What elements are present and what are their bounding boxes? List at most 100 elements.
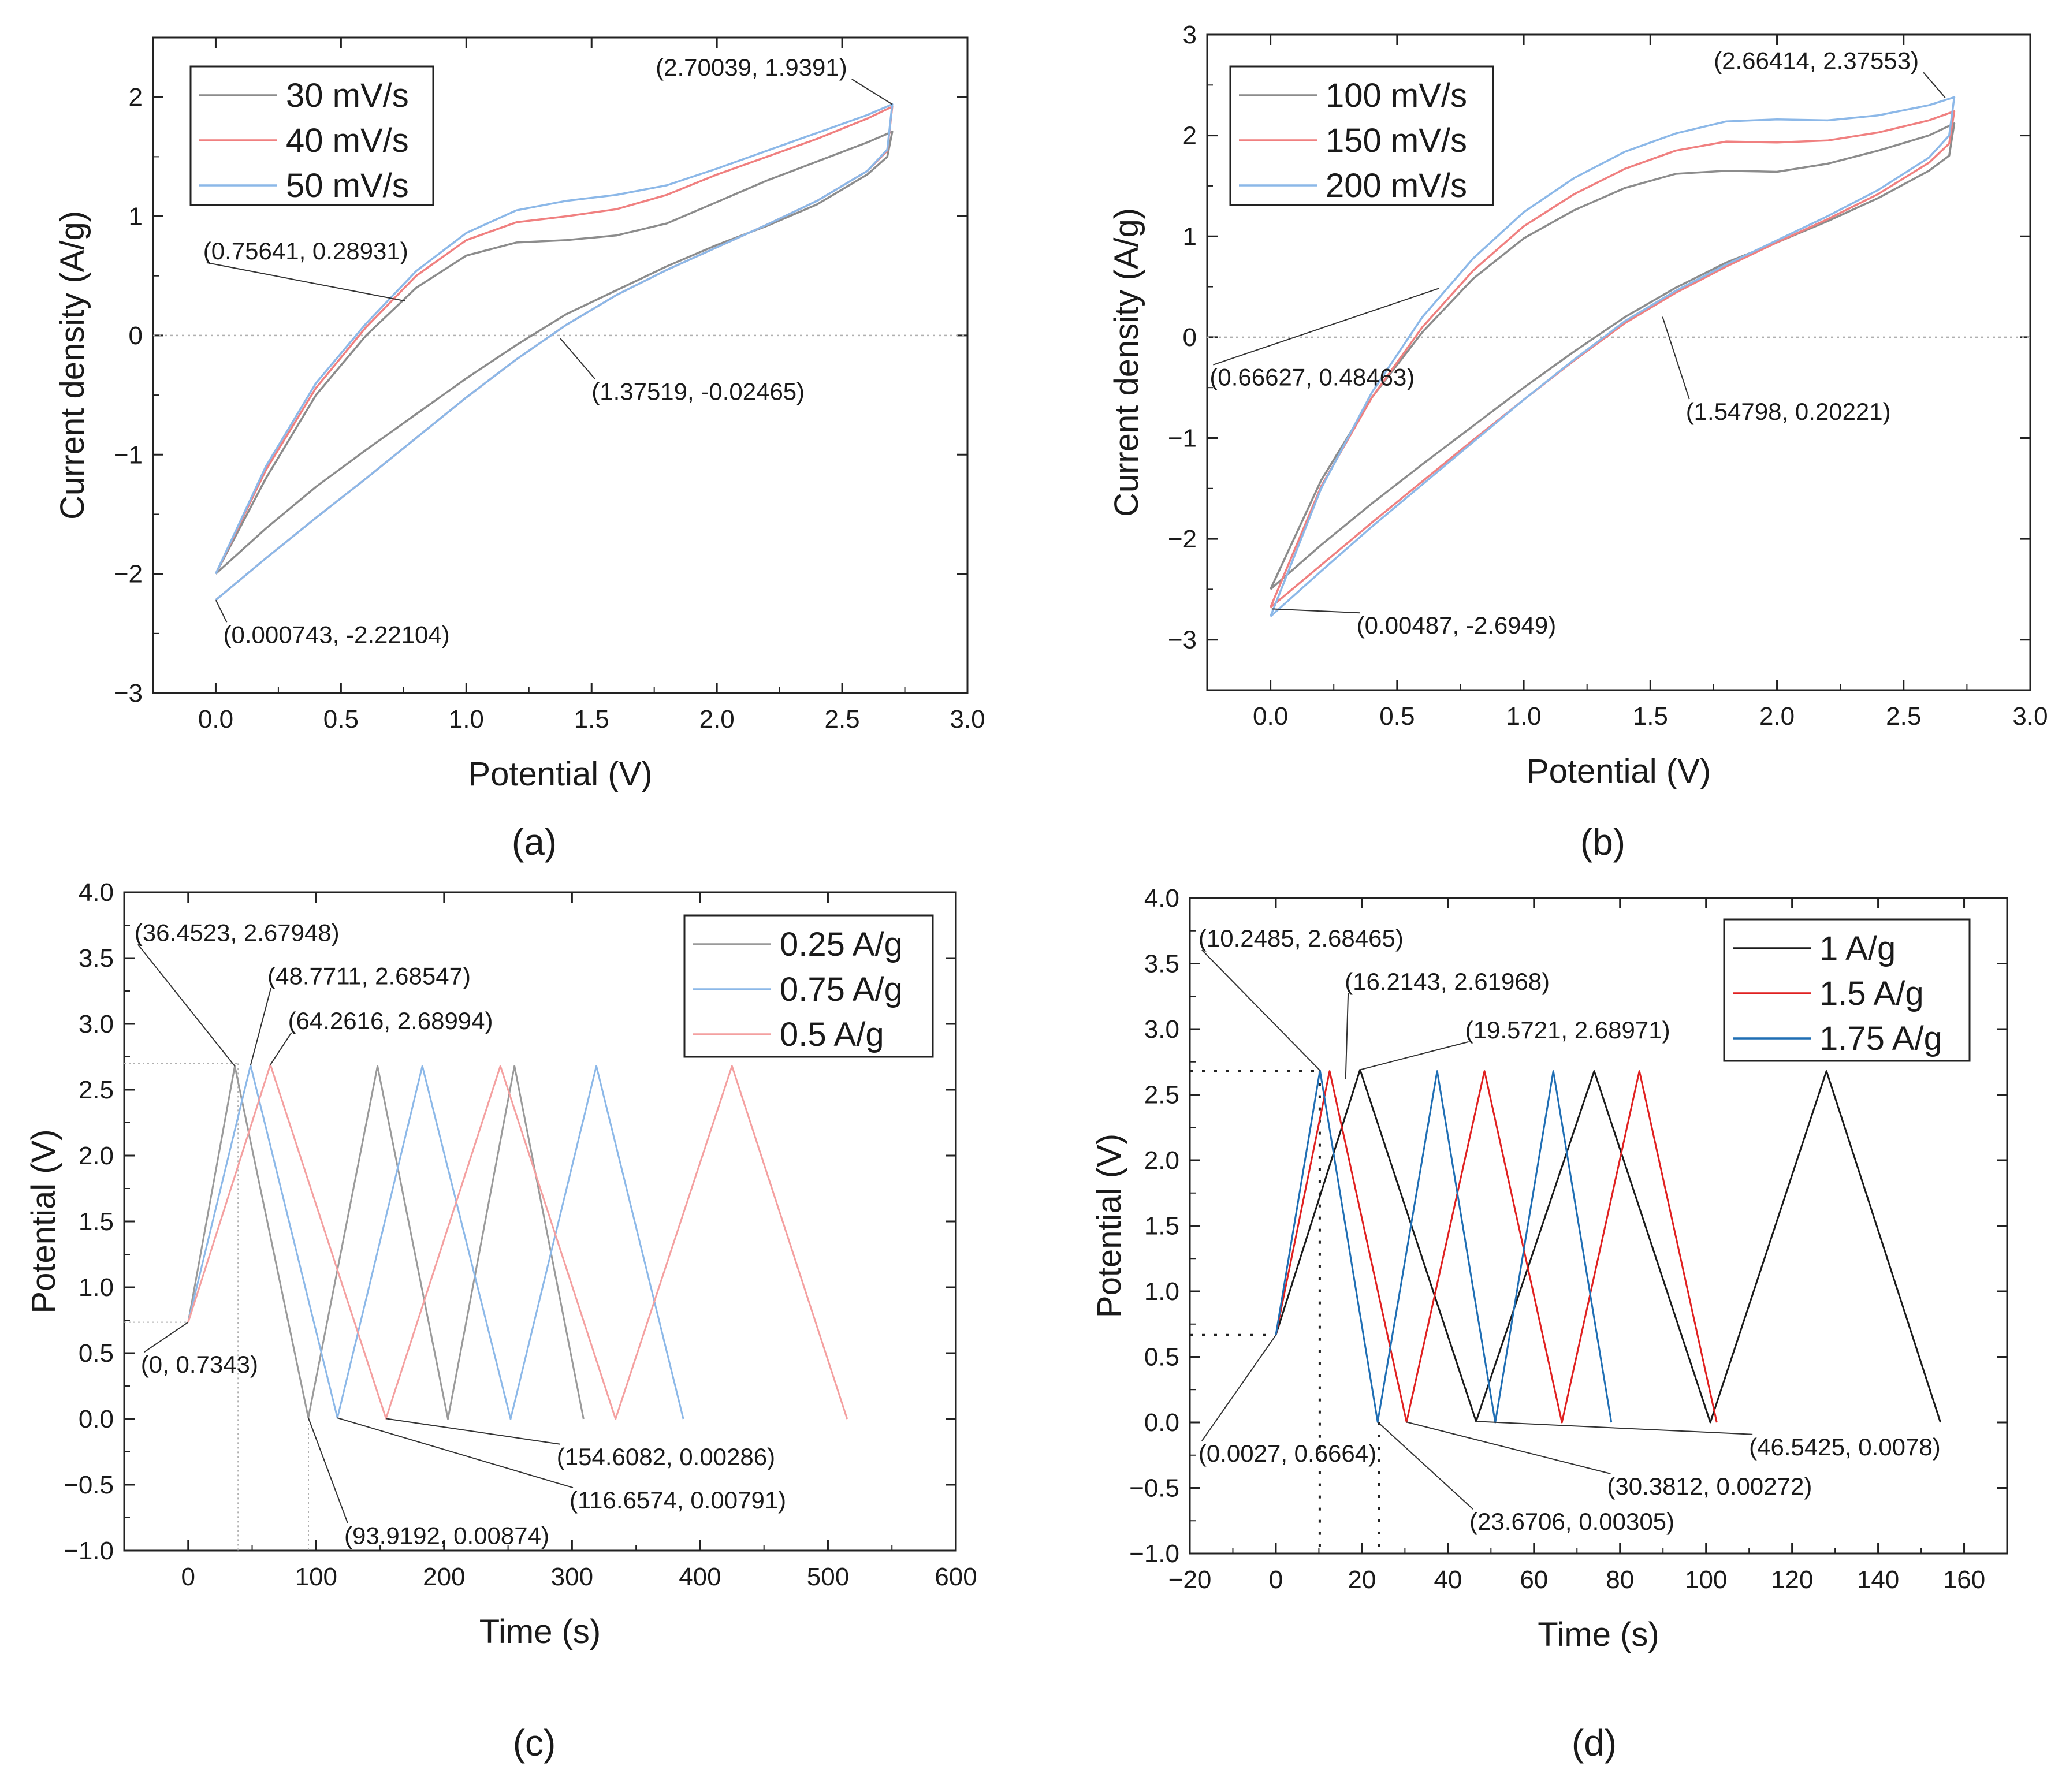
x-axis-title: Potential (V): [1527, 752, 1711, 790]
y-tick-label: 3: [1183, 21, 1197, 49]
x-tick-label: 0: [181, 1563, 195, 1591]
y-tick-label: −1.0: [64, 1537, 114, 1565]
y-tick-label: 0.5: [79, 1339, 114, 1368]
series-line-200-mv-s: [1269, 96, 1956, 617]
point-annotation: (1.37519, -0.02465): [591, 378, 805, 405]
series-group: [1269, 96, 1956, 617]
x-axis-title: Potential (V): [468, 755, 652, 793]
x-tick-label: 1.0: [1506, 702, 1541, 731]
legend-label: 1.5 A/g: [1819, 975, 1924, 1012]
x-tick-label: 20: [1348, 1566, 1376, 1594]
legend: 30 mV/s 40 mV/s 50 mV/s: [189, 65, 434, 206]
x-tick-label: 80: [1606, 1566, 1634, 1594]
y-axis-title: Current density (A/g): [54, 211, 91, 520]
y-tick-label: −0.5: [1129, 1474, 1179, 1503]
legend-box: [1229, 65, 1494, 206]
point-annotation: (64.2616, 2.68994): [288, 1007, 493, 1034]
legend-label: 30 mV/s: [286, 77, 409, 114]
panel-b: 0.0 0.5 1.0 1.5 2.0 2.5 3.0 −3 −2 −1 0 1 2 3 Potential…: [1108, 21, 2048, 863]
x-axis-title: Time (s): [1538, 1616, 1659, 1653]
legend-label: 150 mV/s: [1326, 122, 1467, 159]
annotation-leader: [1923, 72, 1946, 98]
point-annotation: (19.5721, 2.68971): [1465, 1016, 1670, 1044]
point-annotation: (48.7711, 2.68547): [267, 963, 471, 990]
plot-frame: [152, 36, 969, 694]
series-line-1-5-a-g: [1275, 1070, 1718, 1424]
annotation-leader: [851, 79, 893, 105]
legend-label: 50 mV/s: [286, 167, 409, 204]
annotation-leader: [1360, 1041, 1469, 1071]
legend-label: 0.5 A/g: [780, 1016, 884, 1053]
y-axis-title: Current density (A/g): [1108, 208, 1145, 517]
annotation-leader: [1271, 608, 1360, 614]
point-annotation: (23.6706, 0.00305): [1469, 1508, 1674, 1535]
y-axis-title: Potential (V): [1090, 1134, 1128, 1318]
x-tick-label: 3.0: [950, 705, 985, 733]
annotation-leader: [307, 1417, 348, 1523]
annotation-leader: [206, 262, 405, 302]
x-tick-label: 300: [551, 1563, 593, 1591]
y-tick-label: −3: [1168, 626, 1197, 654]
x-tick-label: 200: [423, 1563, 465, 1591]
point-annotation: (93.9192, 0.00874): [344, 1522, 549, 1549]
annotation-leader: [144, 1321, 189, 1353]
legend-label: 40 mV/s: [286, 122, 409, 159]
annotation-leader: [1476, 1421, 1753, 1435]
y-tick-label: 1: [1183, 222, 1197, 251]
series-line-1-a-g: [1275, 1068, 1942, 1424]
point-annotation: (0, 0.7343): [141, 1351, 258, 1378]
annotation-leader: [1201, 949, 1320, 1071]
y-tick-label: 3.5: [79, 944, 114, 973]
legend-label: 200 mV/s: [1326, 167, 1467, 204]
series-group: [214, 103, 894, 601]
x-axis-title: Time (s): [479, 1613, 601, 1651]
series-group: [1190, 1068, 1942, 1553]
x-tick-label: 140: [1857, 1566, 1899, 1594]
x-tick-label: 2.5: [824, 705, 859, 733]
x-tick-label: 0.5: [1379, 702, 1415, 731]
series-line-100-mv-s: [1270, 122, 1956, 590]
legend-label: 100 mV/s: [1326, 77, 1467, 114]
y-tick-label: 1: [129, 203, 143, 231]
legend-box: [189, 65, 434, 206]
x-tick-label: 500: [807, 1563, 849, 1591]
x-tick-label: 400: [679, 1563, 721, 1591]
y-tick-label: −1: [1168, 424, 1197, 452]
point-annotation: (0.00487, -2.6949): [1357, 612, 1557, 639]
y-tick-label: 3.0: [79, 1010, 114, 1038]
series-line-0-75-a-g: [187, 1064, 684, 1420]
y-tick-label: −2: [1168, 525, 1197, 553]
y-tick-label: 2: [1183, 122, 1197, 150]
annotation-leader: [1377, 1421, 1473, 1510]
y-tick-label: 2.0: [1144, 1146, 1179, 1175]
y-tick-label: 0.0: [1144, 1409, 1179, 1437]
point-annotation: (0.75641, 0.28931): [203, 237, 408, 264]
series-line-30-mv-s: [214, 131, 894, 575]
point-annotation: (30.3812, 0.00272): [1607, 1473, 1812, 1500]
annotation-leader: [337, 1417, 574, 1488]
y-tick-label: 1.0: [1144, 1277, 1179, 1306]
legend-box: [683, 914, 934, 1058]
x-tick-label: 3.0: [2012, 702, 2048, 731]
annotation-leader: [386, 1418, 560, 1445]
y-tick-label: 2.5: [1144, 1081, 1179, 1109]
y-tick-label: 3.0: [1144, 1015, 1179, 1044]
x-tick-label: −20: [1168, 1566, 1212, 1594]
y-tick-label: −1.0: [1129, 1540, 1179, 1568]
legend: 100 mV/s 150 mV/s 200 mV/s: [1229, 65, 1494, 206]
series-line-50-mv-s: [214, 103, 894, 601]
x-tick-label: 1.5: [574, 705, 609, 733]
x-tick-label: 0.0: [1253, 702, 1288, 731]
legend-label: 1.75 A/g: [1819, 1020, 1942, 1057]
panel-d: −20 0 20 40 60 80 100 120 140 160 −1.0 −0.5 0.0 0.5 1.…: [1090, 884, 2008, 1764]
annotation-leader: [1662, 316, 1690, 400]
legend-box: [1723, 918, 1971, 1062]
panel-label: (d): [1572, 1722, 1617, 1764]
x-tick-label: 120: [1771, 1566, 1813, 1594]
x-tick-label: 0.5: [323, 705, 359, 733]
panel-c: 0 100 200 300 400 500 600 −1.0 −0.5 0.0 0.5 1.0 1.5 2…: [25, 878, 977, 1764]
x-tick-label: 160: [1943, 1566, 1985, 1594]
x-tick-label: 600: [935, 1563, 977, 1591]
y-tick-label: 1.0: [79, 1273, 114, 1302]
